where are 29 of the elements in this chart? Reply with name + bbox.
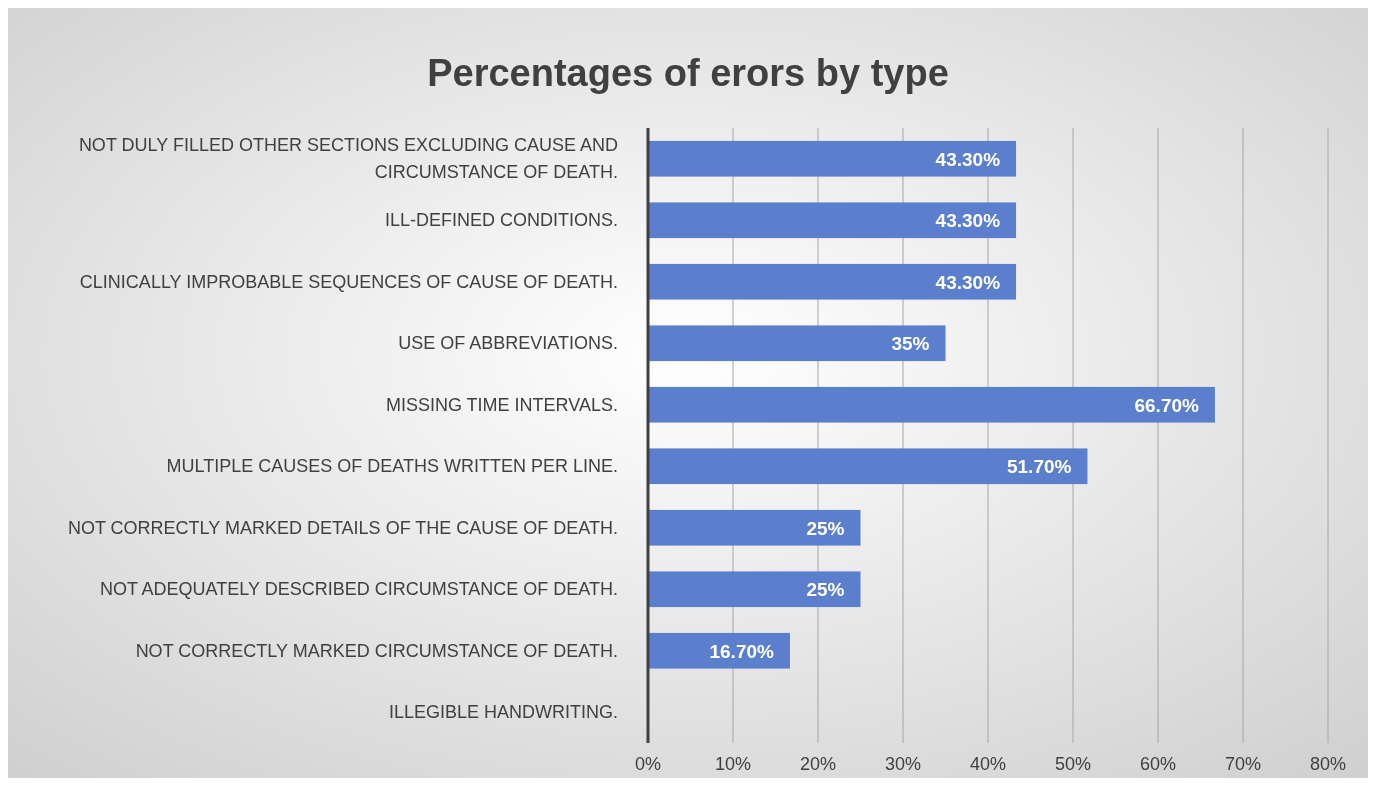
y-tick-label: CLINICALLY IMPROBABLE SEQUENCES OF CAUSE OF DEATH. xyxy=(79,271,618,292)
chart-title: Percentages of erors by type xyxy=(427,52,949,94)
x-tick-label: 40% xyxy=(969,754,1007,774)
data-label: 25% xyxy=(806,517,845,539)
data-label: 16.70% xyxy=(709,640,775,662)
y-tick-label: ILL-DEFINED CONDITIONS. xyxy=(384,210,618,231)
x-tick-label: 60% xyxy=(1139,754,1177,774)
data-label: 66.70% xyxy=(1134,394,1200,416)
x-tick-label: 0% xyxy=(634,754,662,774)
data-label: 25% xyxy=(806,579,845,601)
data-label: 51.70% xyxy=(1007,456,1072,478)
x-tick-label: 30% xyxy=(884,754,922,774)
x-tick-label: 20% xyxy=(799,754,837,774)
y-tick-label: MISSING TIME INTERVALS. xyxy=(385,394,618,415)
data-label: 35% xyxy=(891,333,930,355)
y-tick-label: NOT CORRECTLY MARKED CIRCUMSTANCE OF DEATH. xyxy=(135,640,618,661)
x-tick-label: 80% xyxy=(1309,754,1347,774)
x-tick-label: 70% xyxy=(1224,754,1262,774)
x-tick-label: 50% xyxy=(1054,754,1092,774)
x-tick-label: 10% xyxy=(714,754,752,774)
y-tick-label: MULTIPLE CAUSES OF DEATHS WRITTEN PER LINE. xyxy=(166,456,618,477)
data-label: 43.30% xyxy=(935,148,1001,170)
y-tick-label: USE OF ABBREVIATIONS. xyxy=(398,333,618,354)
y-tick-label: ILLEGIBLE HANDWRITING. xyxy=(388,702,618,723)
data-label: 43.30% xyxy=(935,210,1001,232)
y-tick-label: NOT CORRECTLY MARKED DETAILS OF THE CAUSE OF DEATH. xyxy=(67,517,618,538)
y-tick-label: NOT ADEQUATELY DESCRIBED CIRCUMSTANCE OF DEATH. xyxy=(99,579,618,600)
y-tick-label: NOT DULY FILLED OTHER SECTIONS EXCLUDING CAUSE AND CIRCUMSTANCE OF DEATH. xyxy=(78,135,618,183)
data-label: 43.30% xyxy=(935,271,1001,293)
